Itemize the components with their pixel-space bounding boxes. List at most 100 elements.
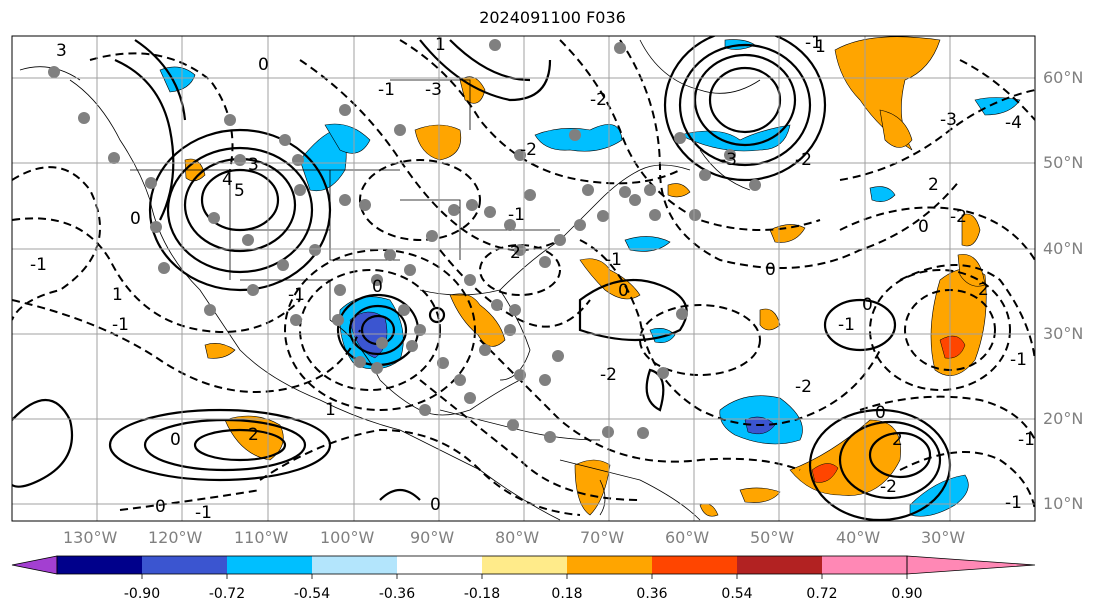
contour-label: -1 xyxy=(288,285,305,305)
contour-label: -2 xyxy=(590,90,607,110)
shade-orange xyxy=(224,415,284,461)
lat-label: 40°N xyxy=(1043,239,1084,258)
colorbar-tick-label: -0.54 xyxy=(293,586,331,602)
contour-labels: 3 0 -1 1 4 3 5 0 -1 1 -1 -3 -2 -2 -1 2 -… xyxy=(30,33,1035,523)
contour-label: 2 xyxy=(510,243,521,263)
contour-label: 0 xyxy=(430,495,441,515)
lat-label: 50°N xyxy=(1043,153,1084,172)
shade-cyan xyxy=(324,123,371,154)
contour-label: 1 xyxy=(325,400,336,420)
contour-label: -1 xyxy=(1005,493,1022,513)
shade-orange xyxy=(834,36,941,151)
shade-orange xyxy=(739,487,781,503)
map-border xyxy=(11,35,1036,522)
shade-orange xyxy=(449,293,506,347)
contour-label: 4 xyxy=(222,170,233,190)
lat-label: 20°N xyxy=(1043,409,1084,428)
contour-label: -1 xyxy=(838,315,855,335)
lat-label: 60°N xyxy=(1043,68,1084,87)
contour-label: 5 xyxy=(234,181,245,201)
contour-label: -1 xyxy=(805,33,822,53)
colorbar-tick-label: -0.90 xyxy=(123,586,161,602)
contour-label: 2 xyxy=(928,175,939,195)
colorbar-tick-label: 0.36 xyxy=(636,586,668,602)
contour-label: 0 xyxy=(130,209,141,229)
colorbar-extend-left xyxy=(11,555,58,575)
contour-label: 0 xyxy=(618,281,629,301)
contour-label: -1 xyxy=(508,205,525,225)
shade-orange xyxy=(667,183,691,198)
shade-orange xyxy=(574,459,611,516)
shade-cyan xyxy=(624,236,671,252)
contour-label: 0 xyxy=(765,260,776,280)
contour-label: 0 xyxy=(875,403,886,423)
colorbar xyxy=(11,555,1036,579)
lon-label: 100°W xyxy=(320,528,375,547)
shade-red xyxy=(811,463,839,483)
shade-cyan xyxy=(869,186,896,202)
dashed-contours xyxy=(12,39,1035,516)
solid-contours xyxy=(12,36,952,521)
colorbar-segment xyxy=(737,556,822,574)
lon-label: 60°W xyxy=(665,528,710,547)
shaded-regions xyxy=(159,36,1021,517)
colorbar-segment xyxy=(567,556,652,574)
lon-label: 50°W xyxy=(750,528,795,547)
lon-label: 80°W xyxy=(495,528,540,547)
lat-label: 10°N xyxy=(1043,494,1084,513)
lon-label: 110°W xyxy=(234,528,289,547)
contour-label: 0 xyxy=(155,497,166,517)
colorbar-segment xyxy=(57,556,142,574)
contour-label: 2 xyxy=(978,280,989,300)
contour-label: -3 xyxy=(940,110,957,130)
contour-label: 1 xyxy=(815,37,826,57)
contour-label: 2 xyxy=(248,425,259,445)
contour-label: -2 xyxy=(950,207,967,227)
colorbar-segment xyxy=(822,556,907,574)
contour-label: -2 xyxy=(795,377,812,397)
lon-label: 70°W xyxy=(580,528,625,547)
map-title: 2024091100 F036 xyxy=(479,8,626,27)
colorbar-tick-label: 0.72 xyxy=(806,586,838,602)
contour-label: 1 xyxy=(435,35,446,55)
colorbar-segment xyxy=(652,556,737,574)
colorbar-tick-label: -0.72 xyxy=(208,586,246,602)
contour-label: -1 xyxy=(30,255,47,275)
station-dots xyxy=(48,39,761,443)
contour-label: 2 xyxy=(892,430,903,450)
shade-orange xyxy=(579,258,641,300)
lon-label: 40°W xyxy=(836,528,881,547)
contour-label: 0 xyxy=(258,55,269,75)
colorbar-tick-label: 0.54 xyxy=(721,586,753,602)
colorbar-extend-right xyxy=(906,555,1036,575)
colorbar-tick-label: 0.18 xyxy=(551,586,583,602)
contour-label: -1 xyxy=(195,503,212,523)
contour-label: 3 xyxy=(56,41,67,61)
colorbar-segment xyxy=(397,556,482,574)
colorbar-tick-label: -0.18 xyxy=(463,586,501,602)
lon-label: 30°W xyxy=(921,528,966,547)
shade-cyan xyxy=(974,97,1021,116)
colorbar-segment xyxy=(142,556,227,574)
contour-label: -1 xyxy=(378,80,395,100)
contour-label: 0 xyxy=(170,430,181,450)
colorbar-segment xyxy=(482,556,567,574)
contour-label: -2 xyxy=(795,150,812,170)
lat-label: 30°N xyxy=(1043,324,1084,343)
colorbar-segment xyxy=(312,556,397,574)
colorbar-tick-label: -0.36 xyxy=(378,586,416,602)
contour-label: -1 xyxy=(1010,350,1027,370)
contour-label: -1 xyxy=(605,250,622,270)
shade-orange xyxy=(879,109,913,148)
contour-label: -4 xyxy=(1005,113,1022,133)
lon-label: 120°W xyxy=(148,528,203,547)
graticule xyxy=(12,36,1035,521)
contour-label: 3 xyxy=(248,155,259,175)
contour-label: 0 xyxy=(372,277,383,297)
contour-label: -3 xyxy=(720,150,737,170)
contour-label: -1 xyxy=(112,315,129,335)
contour-label: -2 xyxy=(520,140,537,160)
contour-label: 1 xyxy=(112,285,123,305)
lon-label: 130°W xyxy=(63,528,118,547)
shade-orange xyxy=(759,308,781,331)
